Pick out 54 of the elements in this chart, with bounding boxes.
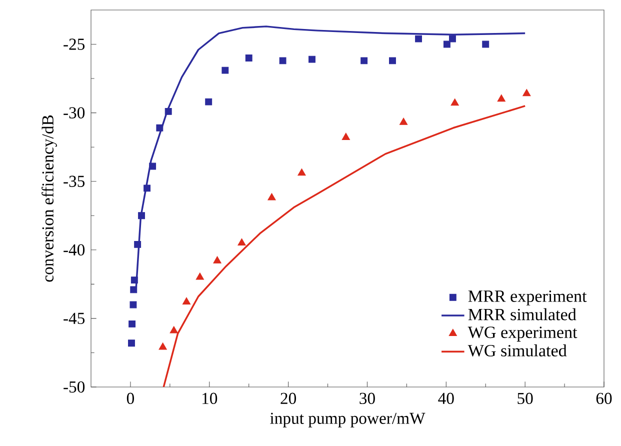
point bbox=[389, 57, 396, 64]
point bbox=[522, 88, 531, 96]
x-tick-label: 40 bbox=[438, 392, 454, 404]
point bbox=[182, 297, 191, 304]
y-tick-label: -40 bbox=[64, 244, 85, 256]
legend-label: MRR simulated bbox=[468, 308, 576, 320]
point bbox=[245, 54, 252, 62]
point bbox=[130, 301, 137, 308]
x-tick-label: 0 bbox=[126, 392, 134, 404]
point bbox=[164, 108, 172, 115]
point bbox=[399, 118, 408, 125]
point bbox=[238, 238, 246, 246]
point bbox=[130, 286, 138, 294]
point bbox=[138, 212, 145, 220]
point bbox=[482, 40, 490, 48]
point bbox=[158, 342, 167, 350]
point bbox=[497, 94, 506, 102]
point bbox=[415, 35, 422, 42]
point bbox=[170, 326, 178, 334]
point bbox=[342, 132, 350, 140]
point bbox=[443, 40, 450, 48]
x-tick-label: 60 bbox=[596, 392, 612, 404]
x-tick-label: 30 bbox=[360, 392, 375, 404]
point bbox=[156, 124, 164, 132]
point bbox=[144, 184, 151, 192]
point bbox=[149, 162, 156, 170]
point bbox=[222, 66, 229, 74]
y-tick-label: -35 bbox=[64, 176, 85, 187]
point bbox=[308, 56, 316, 63]
x-tick-label: 10 bbox=[202, 392, 218, 404]
x-axis-title: input pump power/mW bbox=[270, 412, 426, 428]
point bbox=[450, 98, 459, 106]
point bbox=[128, 320, 136, 328]
point bbox=[298, 168, 306, 176]
x-tick-label: 50 bbox=[518, 392, 533, 404]
point bbox=[213, 256, 222, 264]
y-tick-label: -30 bbox=[64, 107, 85, 118]
legend-label: WG experiment bbox=[468, 326, 578, 342]
point bbox=[196, 272, 204, 280]
point bbox=[130, 276, 138, 284]
y-axis-title: conversion efficiency/dB bbox=[42, 115, 57, 282]
legend-label: MRR experiment bbox=[468, 290, 587, 306]
point bbox=[360, 57, 368, 64]
x-tick-label: 20 bbox=[280, 392, 296, 404]
point bbox=[279, 57, 286, 64]
y-tick-label: -50 bbox=[64, 381, 85, 393]
point bbox=[134, 240, 142, 248]
point bbox=[268, 193, 276, 200]
y-tick-label: -25 bbox=[64, 38, 85, 50]
y-tick-label: -45 bbox=[64, 312, 85, 324]
legend-label: WG simulated bbox=[468, 344, 567, 357]
point bbox=[448, 35, 456, 42]
point bbox=[128, 340, 135, 347]
point bbox=[205, 98, 212, 106]
